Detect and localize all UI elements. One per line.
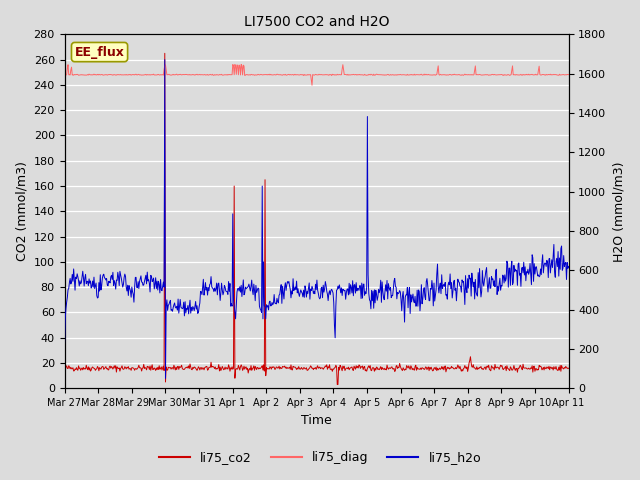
X-axis label: Time: Time — [301, 414, 332, 427]
Y-axis label: CO2 (mmol/m3): CO2 (mmol/m3) — [15, 161, 28, 261]
Y-axis label: H2O (mmol/m3): H2O (mmol/m3) — [612, 161, 625, 262]
Legend: li75_co2, li75_diag, li75_h2o: li75_co2, li75_diag, li75_h2o — [154, 446, 486, 469]
Title: LI7500 CO2 and H2O: LI7500 CO2 and H2O — [244, 15, 389, 29]
Text: EE_flux: EE_flux — [75, 46, 125, 59]
